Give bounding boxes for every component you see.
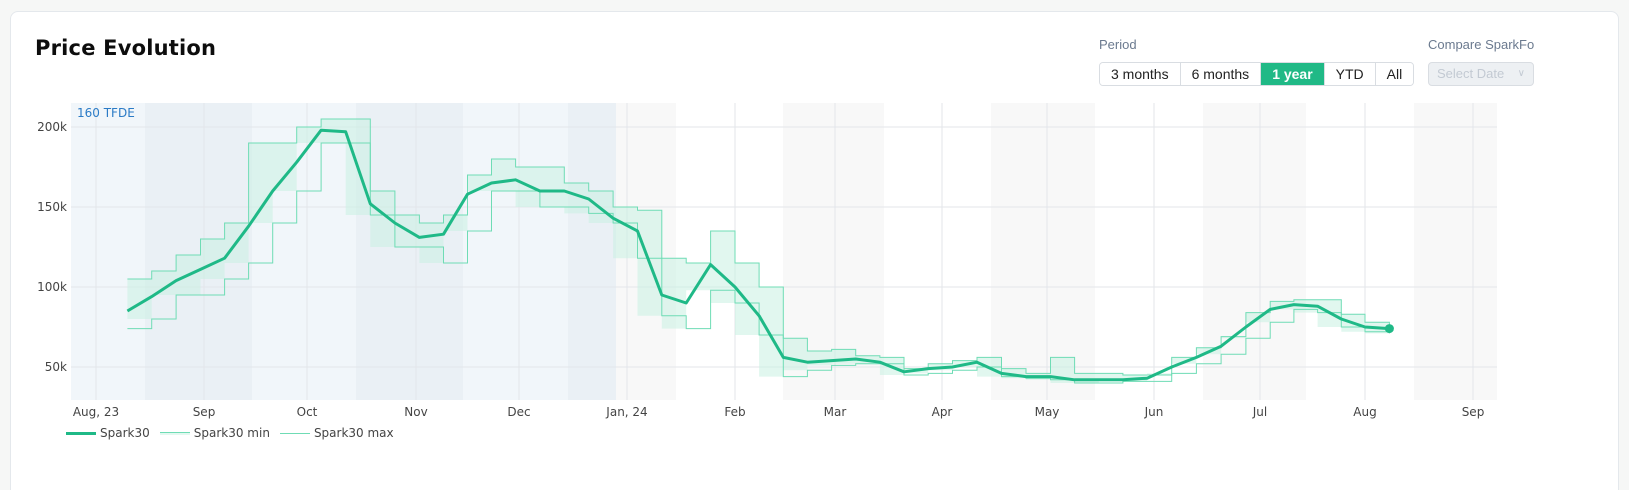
period-button-1-year[interactable]: 1 year	[1261, 63, 1325, 85]
x-tick-label: Jul	[1252, 405, 1267, 419]
legend-label: Spark30 min	[193, 426, 270, 440]
x-tick-label: Sep	[1462, 405, 1485, 419]
period-button-3-months[interactable]: 3 months	[1100, 63, 1181, 85]
chevron-down-icon: ∨	[1517, 68, 1525, 79]
shade-band	[1203, 103, 1306, 400]
x-tick-label: May	[1035, 405, 1060, 419]
last-point-marker[interactable]	[1384, 324, 1394, 334]
legend-item-spark30[interactable]: Spark30	[66, 426, 150, 440]
x-tick-label: Sep	[193, 405, 216, 419]
period-button-6-months[interactable]: 6 months	[1180, 63, 1262, 85]
x-tick-label: Nov	[404, 405, 427, 419]
x-tick-label: Feb	[724, 405, 745, 419]
select-date-placeholder: Select Date	[1437, 66, 1505, 81]
x-tick-label: Mar	[824, 405, 847, 419]
period-label: Period	[1099, 37, 1137, 52]
x-tick-label: Oct	[297, 405, 318, 419]
chart-legend: Spark30 Spark30 min Spark30 max	[66, 426, 394, 440]
legend-swatch-icon	[66, 431, 96, 435]
series-line-spark30[interactable]	[126, 128, 1390, 382]
x-tick-label: Dec	[507, 405, 530, 419]
x-tick-label: Aug, 23	[73, 405, 119, 419]
y-tick-label: 100k	[37, 280, 67, 294]
shade-band	[356, 103, 463, 400]
legend-swatch-icon	[159, 431, 190, 435]
x-tick-label: Aug	[1353, 405, 1376, 419]
period-button-all[interactable]: All	[1375, 63, 1414, 85]
x-tick-label: Apr	[932, 405, 953, 419]
legend-item-spark30-max[interactable]: Spark30 max	[279, 426, 394, 440]
legend-label: Spark30 max	[313, 426, 394, 440]
period-button-ytd[interactable]: YTD	[1324, 63, 1376, 85]
series-line-spark30-max[interactable]	[127, 118, 1390, 376]
legend-swatch-icon	[279, 432, 310, 434]
period-selector: 3 months 6 months 1 year YTD All	[1099, 62, 1415, 86]
legend-item-spark30-min[interactable]: Spark30 min	[159, 426, 270, 440]
compare-label: Compare SparkFo	[1428, 37, 1535, 52]
page-title: Price Evolution	[35, 36, 217, 60]
shade-band	[1414, 103, 1497, 400]
series-annotation: 160 TFDE	[77, 106, 135, 120]
shade-band	[568, 103, 616, 400]
min-max-band	[127, 119, 1390, 383]
y-tick-label: 50k	[45, 360, 67, 374]
x-tick-label: Jan, 24	[605, 405, 647, 419]
x-tick-label: Jun	[1144, 405, 1164, 419]
y-tick-label: 200k	[37, 120, 67, 134]
shade-band	[991, 103, 1095, 400]
legend-label: Spark30	[100, 426, 150, 440]
y-tick-label: 150k	[37, 200, 67, 214]
compare-date-select[interactable]: Select Date ∨	[1428, 62, 1534, 86]
